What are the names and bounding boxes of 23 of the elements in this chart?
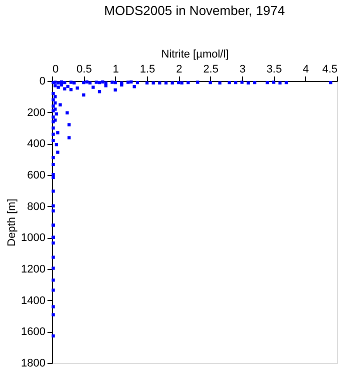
y-axis-title: Depth [m] [6,198,18,246]
chart-title: MODS2005 in November, 1974 [104,3,285,18]
y-tick-label: 800 [27,200,46,213]
x-tick-label: 3 [239,64,246,76]
x-tick-label: 0.5 [76,64,92,76]
x-tick-label: 0 [52,64,59,76]
y-tick-label: 400 [27,138,46,150]
y-tick-label: 1800 [21,358,46,370]
y-tick-label: 1400 [21,294,46,307]
y-tick-label: 1000 [21,232,46,244]
x-tick-label: 2 [176,64,182,76]
y-tick-label: 600 [27,170,46,182]
x-tick-label: 3.5 [266,64,282,76]
y-tick-label: 0 [39,76,46,88]
x-tick-label: 4 [302,64,309,76]
x-tick-label: 1 [112,64,119,76]
x-tick-label: 4.5 [322,64,338,76]
y-tick-label: 1600 [21,326,46,338]
y-tick-label: 200 [27,106,46,119]
x-tick-label: 1.5 [140,64,156,76]
x-tick-label: 2.5 [203,64,218,76]
x-axis-title: Nitrite [µmol/l] [161,48,229,60]
y-tick-label: 1200 [21,264,46,276]
